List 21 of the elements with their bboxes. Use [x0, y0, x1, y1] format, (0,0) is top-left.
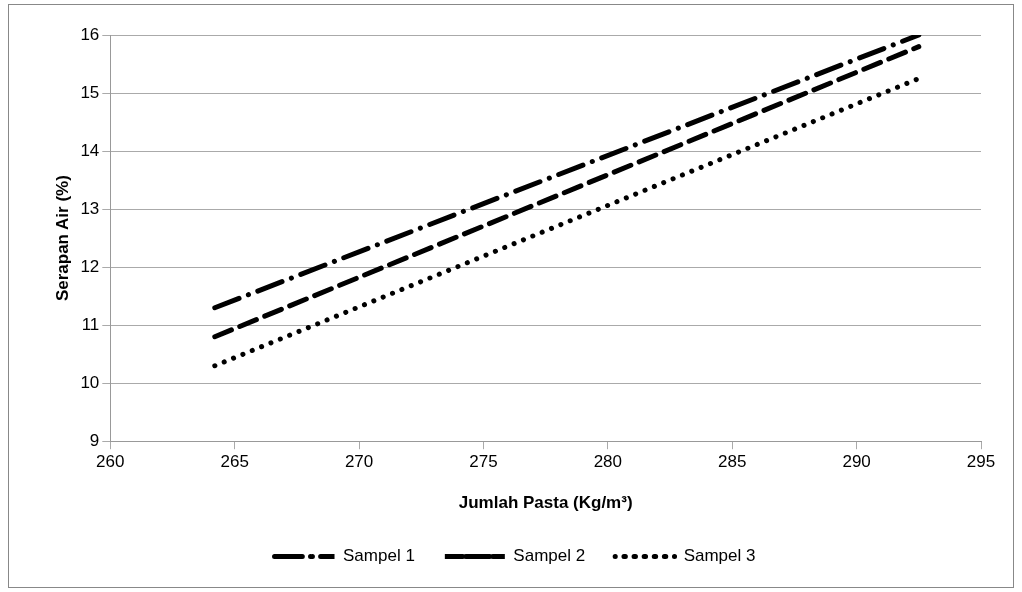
x-axis-title: Jumlah Pasta (Kg/m³) [458, 493, 633, 513]
legend-label: Sampel 2 [513, 546, 586, 566]
legend-label: Sampel 3 [683, 546, 756, 566]
legend-label: Sampel 1 [343, 546, 415, 566]
x-tick-label: 260 [96, 452, 125, 472]
y-tick-label: 13 [80, 198, 100, 218]
x-tick-label: 265 [220, 452, 249, 472]
x-tick-label: 275 [469, 452, 498, 472]
x-tick-label: 290 [842, 452, 871, 472]
x-tick-label: 270 [344, 452, 374, 472]
y-axis-title: Serapan Air (%) [52, 175, 72, 302]
x-tick-label: 295 [966, 452, 996, 472]
y-tick-label: 9 [89, 430, 100, 450]
y-tick-label: 12 [80, 256, 100, 276]
y-tick-label: 10 [80, 372, 100, 392]
y-tick-label: 16 [80, 24, 100, 44]
y-tick-label: 15 [80, 82, 100, 102]
y-tick-label: 14 [80, 140, 100, 160]
x-tick-label: 285 [718, 452, 747, 472]
y-tick-label: 11 [81, 314, 100, 334]
x-tick-label: 280 [593, 452, 623, 472]
